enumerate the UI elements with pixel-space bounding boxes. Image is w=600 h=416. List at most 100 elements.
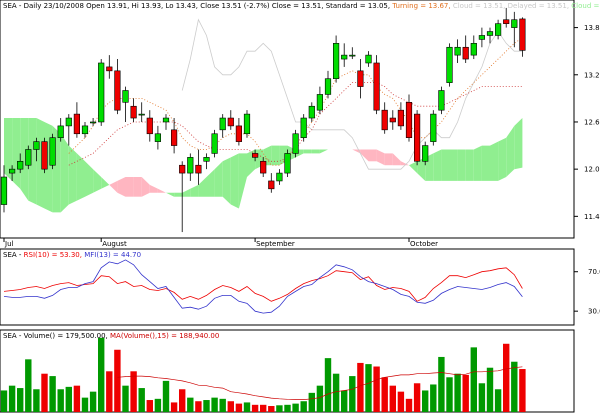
candle xyxy=(41,137,48,174)
candle xyxy=(219,114,226,138)
candle xyxy=(438,86,445,115)
price-panel-frame xyxy=(0,0,575,239)
header-item: Cloud = 13.51, xyxy=(453,2,508,10)
volume-bar xyxy=(389,385,396,412)
volume-bar xyxy=(397,391,405,412)
volume-bar xyxy=(243,402,251,412)
candle xyxy=(430,110,437,146)
volume-bar xyxy=(381,377,388,412)
candle xyxy=(106,55,113,79)
candle-body xyxy=(397,109,405,127)
cloud-segment xyxy=(360,149,369,162)
candle-body xyxy=(179,164,186,174)
volume-bar xyxy=(146,400,153,412)
rsi-panel: 30.0 70.0 SEA - RSI(10) = 53.30, MFI(13) … xyxy=(0,248,600,326)
candle-body xyxy=(462,46,469,60)
header-item: Standard = 13.05, xyxy=(326,2,393,10)
candlesticks xyxy=(0,7,526,233)
ichimoku-cloud xyxy=(4,118,523,213)
volume-bar xyxy=(227,401,234,412)
cloud-segment xyxy=(157,188,166,193)
candle xyxy=(308,102,315,122)
cloud-segment xyxy=(263,145,272,166)
candle-body xyxy=(211,133,218,154)
volume-bar xyxy=(130,371,137,412)
cloud-segment xyxy=(514,118,523,170)
volume-bar xyxy=(446,377,453,412)
volume-bar xyxy=(138,388,145,412)
candle-body xyxy=(519,18,526,51)
cloud-segment xyxy=(384,153,393,166)
cloud-segment xyxy=(182,188,191,197)
candle-body xyxy=(114,70,121,111)
volume-bar xyxy=(41,373,48,412)
volume-bar xyxy=(470,347,477,412)
candle xyxy=(90,118,97,126)
volume-bar xyxy=(203,400,210,412)
indicator-lines xyxy=(68,18,523,170)
cloud-segment xyxy=(473,145,482,181)
candle xyxy=(519,17,526,57)
candle xyxy=(486,27,494,44)
cloud-segment xyxy=(449,149,458,181)
candle-body xyxy=(389,117,396,123)
date-tick-label: Jul xyxy=(4,240,14,248)
rsi-header-prefix: SEA - xyxy=(3,251,24,259)
volume-ma-path xyxy=(117,366,523,400)
volume-bar xyxy=(235,403,243,412)
price-tick-label: 12.00 xyxy=(584,166,600,174)
volume-bar xyxy=(8,385,16,412)
cloud-segment xyxy=(93,169,102,193)
volume-bar xyxy=(308,392,315,412)
candle-body xyxy=(276,172,283,182)
candle xyxy=(341,43,348,67)
candle xyxy=(494,19,502,40)
candle xyxy=(243,110,251,138)
candle-body xyxy=(252,153,259,158)
price-panel: 11.40 12.00 12.60 13.20 13.80 Jul August Septe… xyxy=(0,0,600,248)
rsi-axis: 30.0 70.0 xyxy=(574,268,600,316)
candle xyxy=(114,59,121,115)
candle-body xyxy=(381,109,388,131)
volume-bar xyxy=(486,367,494,412)
volume-bar xyxy=(462,374,469,412)
volume-bar xyxy=(179,389,186,412)
cloud-segment xyxy=(506,125,515,177)
volume-bar xyxy=(316,385,324,412)
candle-body xyxy=(260,160,267,174)
volume-bar xyxy=(511,361,518,412)
candle-body xyxy=(57,125,64,138)
cloud-segment xyxy=(441,149,450,181)
candle xyxy=(9,165,16,181)
volume-ma-line xyxy=(117,366,523,400)
cloud-segment xyxy=(174,192,183,197)
volume-bar xyxy=(170,402,178,412)
candle-body xyxy=(219,117,226,131)
cloud-segment xyxy=(400,161,409,166)
candle-body xyxy=(365,54,372,64)
candle xyxy=(292,129,299,158)
candle xyxy=(349,47,356,60)
candle xyxy=(146,110,153,142)
delayed-line xyxy=(181,18,523,170)
candle-body xyxy=(300,117,307,138)
cloud-segment xyxy=(101,177,110,189)
volume-bar xyxy=(349,376,356,412)
candle xyxy=(0,165,8,213)
price-axis: 11.40 12.00 12.60 13.20 13.80 xyxy=(574,24,600,221)
cloud-segment xyxy=(352,149,361,154)
volume-bar xyxy=(519,369,526,412)
cloud-segment xyxy=(198,177,207,197)
candle xyxy=(381,102,388,134)
volume-bar xyxy=(89,391,97,412)
volume-bar xyxy=(405,398,413,412)
volume-bar xyxy=(65,386,72,412)
cloud-segment xyxy=(222,157,231,205)
cloud-segment xyxy=(433,149,442,181)
volume-bar xyxy=(0,390,8,412)
cloud-segment xyxy=(376,149,385,166)
cloud-segment xyxy=(76,153,85,201)
candle-body xyxy=(446,46,453,83)
candle xyxy=(462,35,469,63)
candle-body xyxy=(138,113,145,116)
